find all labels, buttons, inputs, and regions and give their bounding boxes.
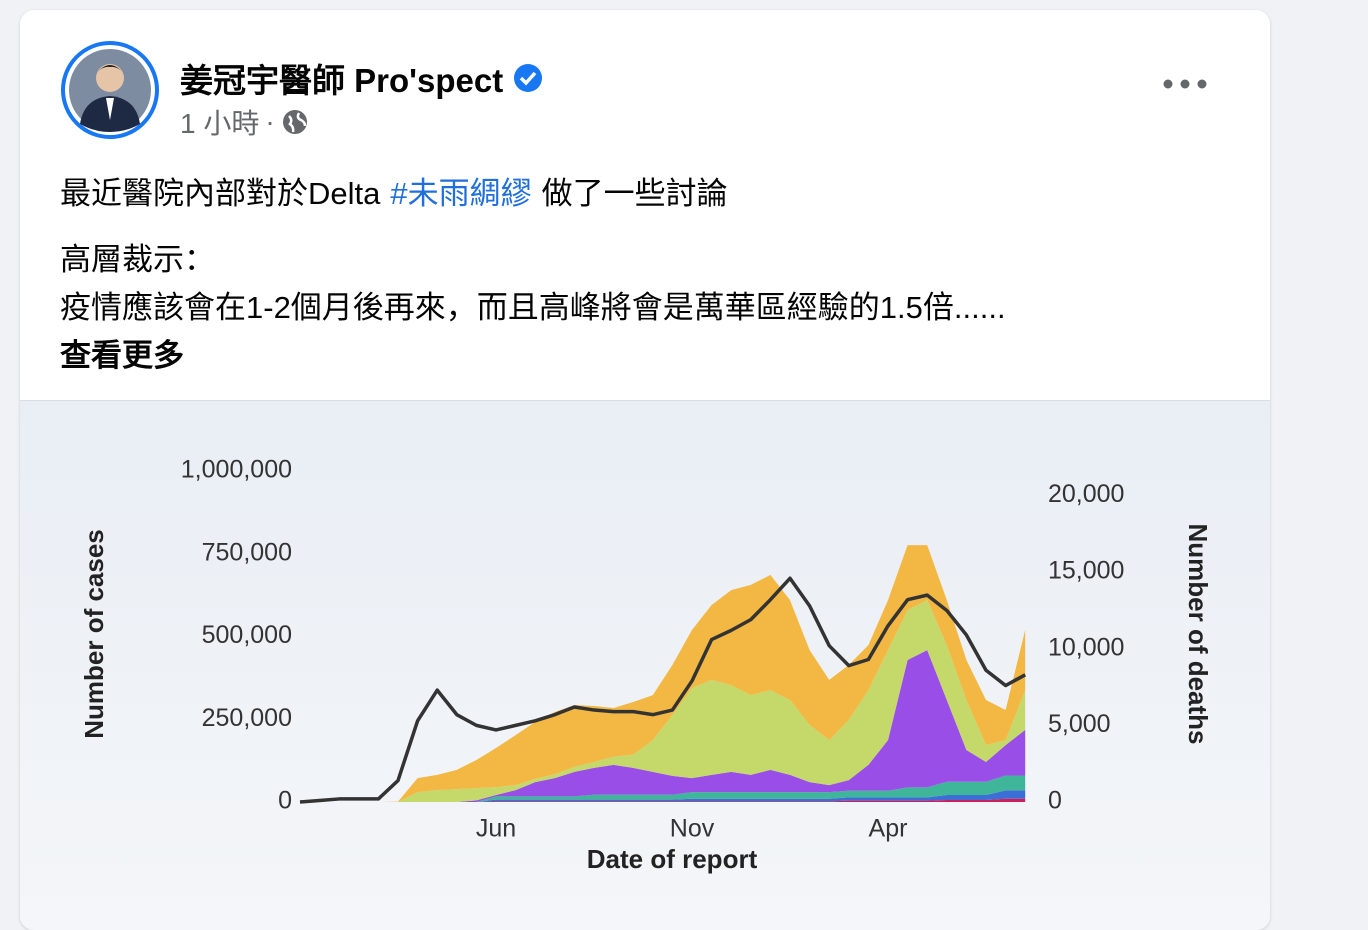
y2-tick-label: 0 bbox=[1048, 787, 1062, 815]
y2-tick-label: 15,000 bbox=[1048, 557, 1124, 585]
post-image[interactable] bbox=[20, 400, 1270, 930]
y-axis-label: Number of cases bbox=[79, 529, 109, 739]
y2-tick-label: 20,000 bbox=[1048, 480, 1124, 508]
x-tick-label: Nov bbox=[670, 815, 715, 843]
y-tick-label: 250,000 bbox=[202, 704, 292, 732]
verified-badge bbox=[514, 64, 543, 92]
more-options[interactable] bbox=[1160, 74, 1210, 94]
y-tick-label: 750,000 bbox=[202, 538, 292, 566]
area-layer bbox=[300, 775, 1026, 802]
chart: 0 250,000 500,000 750,000 1,000,000 0 5,000 10,… bbox=[79, 456, 1213, 874]
avatar[interactable] bbox=[60, 40, 160, 140]
separator: · bbox=[265, 106, 275, 137]
hashtag[interactable]: #未雨綢繆 bbox=[390, 176, 532, 211]
post-meta: 1 小時 · bbox=[180, 102, 309, 142]
y-tick-label: 1,000,000 bbox=[181, 456, 292, 484]
post-time[interactable]: 1 小時 bbox=[180, 108, 260, 139]
message-text: 做了一些討論 bbox=[541, 176, 728, 211]
message-heading: 高層裁示： bbox=[60, 242, 215, 277]
area-layer bbox=[300, 798, 1026, 802]
deaths-line bbox=[299, 576, 1027, 804]
y-tick-label: 0 bbox=[278, 787, 292, 815]
y2-tick-label: 10,000 bbox=[1048, 633, 1124, 661]
area-layer bbox=[300, 790, 1026, 802]
message-body: 疫情應該會在1-2個月後再來，而且高峰將會是萬華區經驗的1.5倍...... bbox=[60, 290, 1006, 325]
globe-icon bbox=[282, 110, 307, 134]
message-line: 最近醫院內部對於Delta #未雨綢繆 做了一些討論 bbox=[60, 168, 738, 213]
x-axis-label: Date of report bbox=[587, 844, 758, 874]
y2-axis-label: Number of deaths bbox=[1183, 523, 1213, 744]
y2-tick-label: 5,000 bbox=[1048, 710, 1111, 738]
x-tick-label: Jun bbox=[476, 815, 516, 843]
page: 姜冠宇醫師 Pro'spect 1 小時 · 最近醫院內部對於Delta #未雨綢… bbox=[20, 10, 1270, 930]
y-tick-label: 500,000 bbox=[202, 621, 292, 649]
see-more[interactable]: 查看更多 bbox=[60, 338, 184, 373]
area-layer bbox=[300, 600, 1026, 802]
author[interactable]: 姜冠宇醫師 Pro'spect bbox=[180, 54, 543, 102]
author-name[interactable]: 姜冠宇醫師 Pro'spect bbox=[180, 62, 504, 99]
x-tick-label: Apr bbox=[869, 815, 908, 843]
message-text: 最近醫院內部對於Delta bbox=[60, 176, 381, 211]
